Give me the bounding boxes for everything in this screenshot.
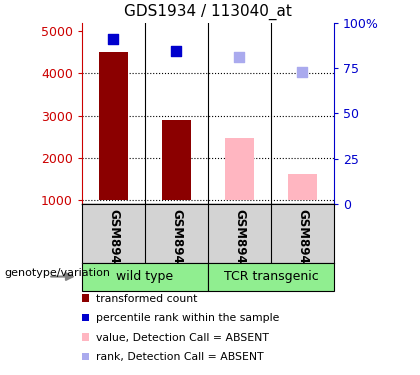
Text: TCR transgenic: TCR transgenic xyxy=(223,270,318,283)
Text: GSM89496: GSM89496 xyxy=(296,209,309,280)
Point xyxy=(173,48,180,54)
Point xyxy=(236,54,243,60)
Text: rank, Detection Call = ABSENT: rank, Detection Call = ABSENT xyxy=(96,352,263,362)
Bar xyxy=(225,138,254,200)
Text: percentile rank within the sample: percentile rank within the sample xyxy=(96,313,279,323)
Bar xyxy=(208,262,334,291)
Text: value, Detection Call = ABSENT: value, Detection Call = ABSENT xyxy=(96,333,269,342)
Text: wild type: wild type xyxy=(116,270,173,283)
Bar xyxy=(82,262,208,291)
Point xyxy=(110,36,117,42)
Title: GDS1934 / 113040_at: GDS1934 / 113040_at xyxy=(124,3,292,20)
Text: GSM89494: GSM89494 xyxy=(170,209,183,280)
Text: transformed count: transformed count xyxy=(96,294,197,303)
Bar xyxy=(99,52,128,200)
Point xyxy=(299,69,306,75)
Text: GSM89493: GSM89493 xyxy=(107,209,120,280)
Text: GSM89495: GSM89495 xyxy=(233,209,246,280)
Bar xyxy=(162,120,191,200)
Bar xyxy=(288,174,317,200)
Text: genotype/variation: genotype/variation xyxy=(4,268,110,278)
